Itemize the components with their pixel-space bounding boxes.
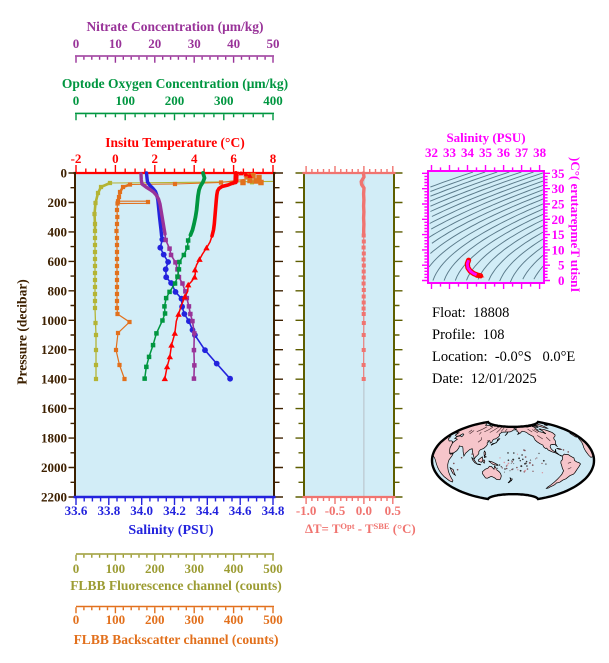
svg-text:0: 0 bbox=[112, 151, 119, 166]
svg-text:34.4: 34.4 bbox=[196, 503, 219, 518]
svg-text:35: 35 bbox=[479, 145, 493, 160]
svg-text:300: 300 bbox=[184, 612, 204, 627]
svg-text:50: 50 bbox=[267, 36, 280, 51]
svg-text:37: 37 bbox=[515, 145, 529, 160]
svg-text:34.6: 34.6 bbox=[229, 503, 252, 518]
svg-text:300: 300 bbox=[184, 561, 204, 576]
svg-text:400: 400 bbox=[224, 612, 244, 627]
svg-text:800: 800 bbox=[48, 283, 68, 298]
svg-text:400: 400 bbox=[224, 561, 244, 576]
svg-text:6: 6 bbox=[230, 151, 237, 166]
svg-text:Float: 18808: Float: 18808 bbox=[432, 305, 509, 321]
svg-text:0: 0 bbox=[558, 273, 565, 288]
svg-text:400: 400 bbox=[263, 93, 283, 108]
svg-text:15: 15 bbox=[552, 227, 566, 242]
svg-text:33: 33 bbox=[443, 145, 457, 160]
svg-text:34.0: 34.0 bbox=[130, 503, 153, 518]
svg-text:25: 25 bbox=[552, 196, 566, 211]
svg-text:34: 34 bbox=[461, 145, 475, 160]
svg-text:35: 35 bbox=[552, 166, 566, 181]
svg-text:38: 38 bbox=[533, 145, 547, 160]
svg-text:Optode Oxygen Concentration (μ: Optode Oxygen Concentration (μm/kg) bbox=[62, 76, 288, 91]
svg-text:400: 400 bbox=[48, 224, 68, 239]
svg-text:1600: 1600 bbox=[41, 401, 67, 416]
svg-text:Insitu Temperature (°C): Insitu Temperature (°C) bbox=[105, 135, 244, 150]
svg-text:Pressure (decibar): Pressure (decibar) bbox=[15, 279, 30, 385]
svg-text:0: 0 bbox=[73, 93, 80, 108]
svg-text:36: 36 bbox=[497, 145, 511, 160]
svg-text:2: 2 bbox=[152, 151, 159, 166]
svg-text:10: 10 bbox=[109, 36, 122, 51]
svg-text:200: 200 bbox=[145, 561, 165, 576]
svg-text:100: 100 bbox=[116, 93, 136, 108]
svg-text:0: 0 bbox=[73, 612, 80, 627]
svg-text:10: 10 bbox=[552, 242, 565, 257]
svg-text:30: 30 bbox=[188, 36, 201, 51]
svg-text:-2: -2 bbox=[71, 151, 82, 166]
svg-text:1000: 1000 bbox=[41, 313, 67, 328]
svg-text:Salinity (PSU): Salinity (PSU) bbox=[128, 523, 214, 538]
svg-text:Date: 12/01/2025: Date: 12/01/2025 bbox=[432, 371, 537, 387]
svg-text:0: 0 bbox=[73, 561, 80, 576]
svg-text:Nitrate Concentration (μm/kg): Nitrate Concentration (μm/kg) bbox=[86, 19, 263, 34]
svg-text:Location: -0.0°S 0.0°E: Location: -0.0°S 0.0°E bbox=[432, 349, 575, 365]
svg-text:500: 500 bbox=[263, 561, 283, 576]
svg-text:600: 600 bbox=[48, 254, 68, 269]
svg-text:0.0: 0.0 bbox=[356, 503, 372, 518]
svg-text:34.2: 34.2 bbox=[163, 503, 186, 518]
svg-text:-0.5: -0.5 bbox=[325, 503, 346, 518]
svg-text:Profile: 108: Profile: 108 bbox=[432, 327, 505, 343]
svg-text:0.5: 0.5 bbox=[385, 503, 402, 518]
svg-text:2200: 2200 bbox=[41, 490, 67, 505]
svg-text:5: 5 bbox=[558, 258, 565, 273]
svg-text:FLBB Backscatter channel (coun: FLBB Backscatter channel (counts) bbox=[74, 632, 279, 647]
svg-text:33.8: 33.8 bbox=[97, 503, 120, 518]
svg-text:FLBB Fluorescence channel (cou: FLBB Fluorescence channel (counts) bbox=[70, 578, 282, 593]
svg-text:2000: 2000 bbox=[41, 460, 67, 475]
svg-text:1200: 1200 bbox=[41, 342, 67, 357]
svg-text:Salinity (PSU): Salinity (PSU) bbox=[446, 130, 525, 145]
svg-text:4: 4 bbox=[191, 151, 198, 166]
svg-text:0: 0 bbox=[61, 166, 68, 181]
svg-text:100: 100 bbox=[106, 612, 126, 627]
svg-text:40: 40 bbox=[227, 36, 240, 51]
svg-text:32: 32 bbox=[425, 145, 438, 160]
svg-text:1400: 1400 bbox=[41, 372, 67, 387]
svg-text:200: 200 bbox=[145, 612, 165, 627]
svg-text:300: 300 bbox=[214, 93, 234, 108]
svg-text:ΔT= TOpt - TSBE (°C): ΔT= TOpt - TSBE (°C) bbox=[305, 521, 416, 536]
svg-text:100: 100 bbox=[106, 561, 126, 576]
svg-text:-1.0: -1.0 bbox=[296, 503, 317, 518]
svg-text:200: 200 bbox=[48, 195, 68, 210]
svg-text:20: 20 bbox=[552, 212, 565, 227]
svg-text:1800: 1800 bbox=[41, 431, 67, 446]
svg-text:33.6: 33.6 bbox=[65, 503, 88, 518]
svg-text:20: 20 bbox=[148, 36, 161, 51]
svg-text:0: 0 bbox=[73, 36, 80, 51]
svg-text:34.8: 34.8 bbox=[262, 503, 285, 518]
svg-text:)C°( erutarepmeT utisnI: )C°( erutarepmeT utisnI bbox=[568, 157, 583, 292]
svg-text:30: 30 bbox=[552, 181, 565, 196]
svg-text:200: 200 bbox=[165, 93, 185, 108]
svg-text:8: 8 bbox=[270, 151, 277, 166]
svg-text:500: 500 bbox=[263, 612, 283, 627]
